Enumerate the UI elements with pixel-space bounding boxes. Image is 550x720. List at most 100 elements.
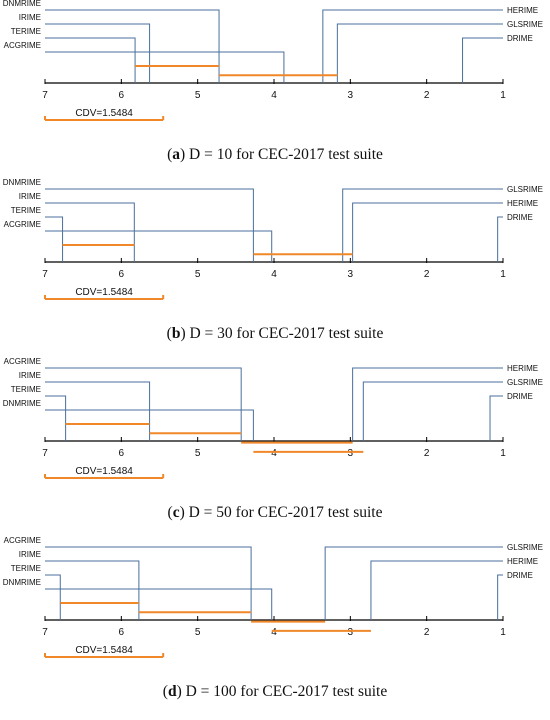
algorithm-label: IRIME — [19, 13, 41, 22]
algorithm-line — [45, 51, 285, 83]
axis-tick-label: 7 — [42, 448, 48, 459]
algorithm-line — [45, 409, 254, 441]
algorithm-line — [362, 381, 503, 441]
axis-tick-label: 7 — [42, 269, 48, 280]
algorithm-label: TERIME — [11, 27, 41, 36]
axis-tick-label: 6 — [119, 627, 125, 638]
algorithm-line — [342, 188, 503, 262]
algorithm-line — [45, 546, 252, 620]
algorithm-label: DRIME — [507, 392, 533, 401]
algorithm-line — [45, 381, 151, 441]
axis-tick-label: 3 — [348, 627, 354, 638]
panel-caption: (d) D = 100 for CEC-2017 test suite — [163, 683, 388, 700]
algorithm-label: HERIME — [507, 364, 538, 373]
panel-caption: (b) D = 30 for CEC-2017 test suite — [167, 325, 384, 342]
algorithm-label: DNMRIME — [3, 178, 41, 187]
cd-label: CDV=1.5484 — [75, 287, 133, 298]
axis-tick-label: 1 — [500, 90, 506, 101]
cd-label: CDV=1.5484 — [75, 466, 133, 477]
algorithm-label: ACGRIME — [4, 357, 41, 366]
cd-panel-c: 7 6 5 4 3 2 1 ACGRIME IRIME TERIME DNMRIME HERIME GL… — [3, 357, 543, 521]
cd-panel-a: 7 6 5 4 3 2 1 DNMRIME IRIME TERIME ACGRIME HERIME GL… — [3, 0, 543, 163]
algorithm-label: IRIME — [19, 192, 41, 201]
algorithm-line — [352, 202, 503, 262]
algorithm-label: HERIME — [507, 199, 538, 208]
panel-caption: (c) D = 50 for CEC-2017 test suite — [168, 504, 383, 521]
caption-paren: ( — [163, 683, 168, 700]
algorithm-label: GLSRIME — [507, 543, 543, 552]
axis-tick-label: 2 — [424, 627, 430, 638]
algorithm-line — [45, 9, 220, 83]
algorithm-line — [45, 23, 151, 83]
algorithm-label: GLSRIME — [507, 20, 543, 29]
caption-paren: ( — [168, 504, 173, 521]
algorithm-label: DNMRIME — [3, 399, 41, 408]
algorithm-line — [45, 216, 64, 262]
algorithm-label: DNMRIME — [3, 578, 41, 587]
algorithm-label: TERIME — [11, 564, 41, 573]
algorithm-line — [45, 230, 273, 262]
algorithm-label: GLSRIME — [507, 185, 543, 194]
algorithm-line — [497, 216, 503, 262]
algorithm-label: TERIME — [11, 385, 41, 394]
algorithm-label: DRIME — [507, 571, 533, 580]
algorithm-line — [370, 560, 503, 620]
algorithm-line — [324, 546, 503, 620]
axis-tick-label: 1 — [500, 269, 506, 280]
algorithm-line — [497, 574, 503, 620]
algorithm-line — [45, 37, 136, 83]
algorithm-line — [45, 588, 273, 620]
caption-text: ) D = 30 for CEC-2017 test suite — [180, 325, 383, 342]
algorithm-line — [462, 37, 503, 83]
caption-letter: d — [168, 683, 177, 700]
caption-text: ) D = 10 for CEC-2017 test suite — [180, 146, 383, 163]
axis-tick-label: 3 — [348, 90, 354, 101]
axis-tick-label: 1 — [500, 627, 506, 638]
algorithm-label: ACGRIME — [4, 536, 41, 545]
axis-tick-label: 2 — [424, 90, 430, 101]
caption-letter: a — [172, 146, 180, 163]
algorithm-label: HERIME — [507, 6, 538, 15]
algorithm-line — [45, 574, 61, 620]
algorithm-line — [489, 395, 503, 441]
caption-paren: ( — [167, 325, 172, 342]
caption-text: ) D = 100 for CEC-2017 test suite — [177, 683, 388, 700]
axis-tick-label: 4 — [271, 627, 277, 638]
axis-tick-label: 1 — [500, 448, 506, 459]
axis-tick-label: 5 — [195, 90, 201, 101]
cd-label: CDV=1.5484 — [75, 108, 133, 119]
algorithm-line — [45, 367, 242, 441]
axis-tick-label: 2 — [424, 269, 430, 280]
axis-tick-label: 3 — [348, 269, 354, 280]
algorithm-label: IRIME — [19, 371, 41, 380]
cd-label: CDV=1.5484 — [75, 645, 133, 656]
algorithm-line — [45, 188, 254, 262]
axis-tick-label: 6 — [119, 448, 125, 459]
axis-tick-label: 7 — [42, 90, 48, 101]
axis-tick-label: 3 — [348, 448, 354, 459]
axis-tick-label: 4 — [271, 90, 277, 101]
algorithm-line — [352, 367, 503, 441]
caption-letter: b — [172, 325, 181, 342]
algorithm-label: DRIME — [507, 34, 533, 43]
algorithm-line — [336, 23, 503, 83]
caption-paren: ( — [167, 146, 172, 163]
algorithm-label: TERIME — [11, 206, 41, 215]
axis-tick-label: 5 — [195, 269, 201, 280]
axis-tick-label: 4 — [271, 448, 277, 459]
algorithm-line — [45, 202, 135, 262]
axis-tick-label: 5 — [195, 627, 201, 638]
algorithm-label: ACGRIME — [4, 41, 41, 50]
algorithm-label: DRIME — [507, 213, 533, 222]
algorithm-line — [45, 560, 140, 620]
panel-caption: (a) D = 10 for CEC-2017 test suite — [167, 146, 383, 163]
caption-text: ) D = 50 for CEC-2017 test suite — [180, 504, 383, 521]
algorithm-line — [322, 9, 503, 83]
axis-tick-label: 6 — [119, 269, 125, 280]
axis-tick-label: 6 — [119, 90, 125, 101]
algorithm-label: IRIME — [19, 550, 41, 559]
axis-tick-label: 2 — [424, 448, 430, 459]
cd-panel-b: 7 6 5 4 3 2 1 DNMRIME IRIME TERIME ACGRIME GLSRIME H… — [3, 178, 543, 342]
algorithm-label: ACGRIME — [4, 220, 41, 229]
